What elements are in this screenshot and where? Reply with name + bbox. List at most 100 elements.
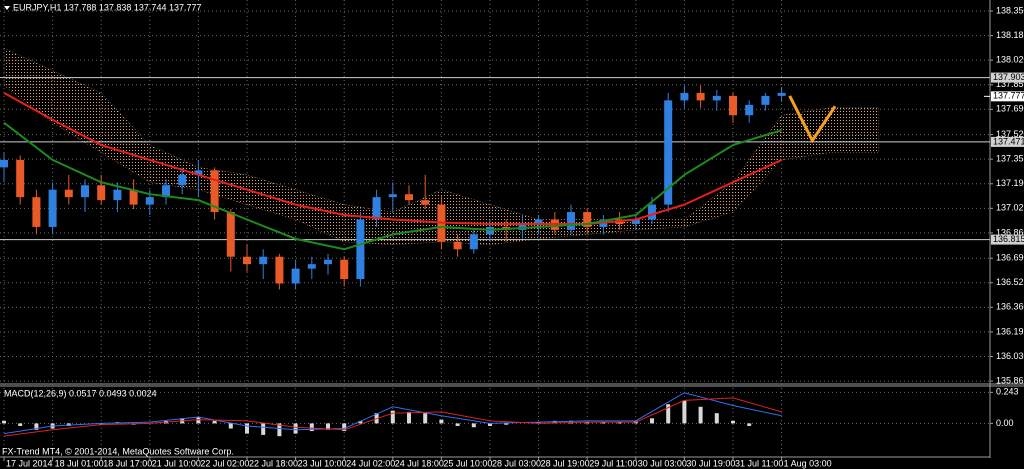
candle-body	[113, 189, 122, 201]
candle-body	[210, 170, 219, 213]
level-label: 137.471	[993, 136, 1024, 146]
candle-body	[0, 159, 8, 168]
macd-bar	[747, 423, 752, 426]
candle-body	[745, 104, 754, 116]
candle-body	[307, 264, 316, 269]
candle-body	[664, 100, 673, 205]
macd-bar	[698, 406, 703, 424]
candle-body	[534, 219, 543, 224]
candle-body	[729, 95, 737, 116]
y-tick-label: 0.00	[996, 418, 1014, 428]
cloud	[3, 47, 880, 246]
candle-body	[226, 212, 235, 257]
x-tick-label: 1 Aug 03:00	[784, 458, 832, 468]
x-tick-label: 29 Jul 11:00	[589, 458, 637, 468]
macd-bar	[601, 422, 606, 424]
y-tick-label: 137.190	[996, 178, 1024, 188]
y-tick-label: 0.243	[996, 387, 1019, 397]
x-tick-label: 28 Jul 03:00	[492, 458, 541, 468]
macd-bar	[326, 423, 330, 430]
candle-body	[64, 189, 73, 198]
macd-bar	[34, 423, 39, 430]
y-tick-label: 136.690	[996, 253, 1024, 263]
macd-title: MACD(12,26,9) 0.0517 0.0493 0.0024	[4, 388, 157, 398]
x-tick-label: 18 Jul 01:00	[55, 458, 104, 468]
y-tick-label: 138.185	[996, 30, 1024, 40]
candle-body	[97, 185, 106, 201]
forecast-line	[788, 95, 837, 144]
macd-bar	[245, 423, 249, 434]
x-tick-label: 24 Jul 18:00	[395, 458, 444, 468]
candle-body	[777, 92, 786, 96]
macd-bar	[731, 420, 735, 424]
y-tick-label: 136.030	[996, 351, 1024, 361]
candle-body	[356, 219, 365, 280]
macd-line	[3, 392, 782, 435]
x-tick-label: 30 Jul 03:00	[638, 458, 687, 468]
y-tick-label: 137.855	[996, 79, 1024, 89]
macd-bar	[617, 422, 622, 424]
x-tick-label: 18 Jul 17:00	[103, 458, 152, 468]
macd-bar	[650, 418, 654, 424]
candle-body	[194, 170, 203, 175]
macd-bar	[488, 423, 492, 426]
macd-bar	[471, 423, 476, 428]
symbol-menu-icon[interactable]	[4, 6, 10, 10]
candle-body	[469, 234, 478, 250]
x-tick-label: 17 Jul 2014	[6, 458, 53, 468]
level-label-box	[991, 72, 1024, 83]
y-tick-label: 136.860	[996, 227, 1024, 237]
macd-bar	[309, 423, 314, 432]
candle-body	[421, 200, 430, 205]
x-tick-label: 22 Jul 02:00	[200, 458, 249, 468]
candle-body	[453, 241, 462, 250]
macd-bar	[212, 420, 217, 424]
y-tick-label: 137.690	[996, 104, 1024, 114]
candle-body	[340, 259, 349, 280]
candle-body	[129, 189, 138, 205]
candle-body	[648, 204, 656, 220]
y-tick-label: 137.520	[996, 129, 1024, 139]
x-tick-label: 24 Jul 02:00	[346, 458, 395, 468]
y-tick-label: 138.350	[996, 5, 1024, 15]
x-tick-label: 30 Jul 19:00	[686, 458, 735, 468]
candle-body	[32, 197, 41, 227]
candle-body	[324, 259, 332, 265]
y-tick-label: 137.025	[996, 203, 1024, 213]
y-tick-label: 136.525	[996, 277, 1024, 287]
y-tick-label: 136.360	[996, 302, 1024, 312]
x-tick-label: 22 Jul 18:00	[249, 458, 298, 468]
level-label: 136.815	[993, 234, 1024, 244]
candle-body	[145, 197, 154, 205]
candle-body	[696, 92, 705, 101]
x-tick-label: 23 Jul 10:00	[298, 458, 347, 468]
macd-bar	[99, 423, 104, 425]
candle-body	[631, 219, 640, 224]
macd-bar	[342, 423, 347, 432]
candle-body	[405, 194, 413, 201]
x-tick-label: 31 Jul 11:00	[735, 458, 783, 468]
macd-line	[3, 397, 782, 437]
candle-body	[388, 194, 397, 198]
macd-bar	[407, 411, 411, 424]
macd-bar	[682, 400, 687, 424]
y-tick-label: 135.865	[996, 375, 1024, 385]
x-tick-label: 28 Jul 19:00	[541, 458, 590, 468]
y-tick-label: 136.195	[996, 326, 1024, 336]
macd-bar	[261, 423, 266, 435]
candle-body	[680, 92, 689, 101]
candle-body	[712, 95, 721, 101]
macd-bar	[536, 422, 541, 424]
macd-bar	[423, 413, 428, 424]
macd-bar	[196, 417, 201, 424]
macd-bar	[504, 423, 509, 425]
macd-bar	[390, 410, 395, 424]
macd-bar	[2, 420, 6, 424]
macd-bar	[293, 423, 298, 434]
candle-body	[162, 185, 170, 198]
macd-bar	[439, 419, 444, 424]
candle-body	[259, 256, 268, 265]
candle-body	[275, 256, 284, 284]
